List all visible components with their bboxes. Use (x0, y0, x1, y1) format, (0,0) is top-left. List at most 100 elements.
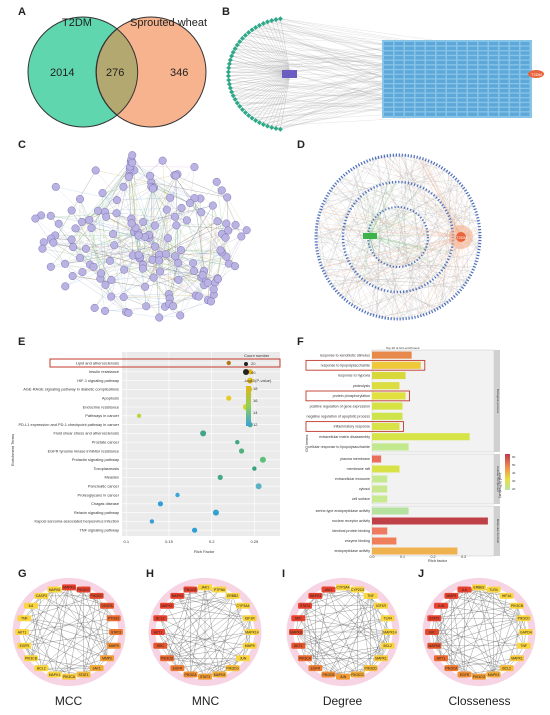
target-node (436, 112, 446, 116)
kegg-point (191, 527, 198, 533)
hub-edge (429, 236, 462, 313)
go-bar (372, 382, 400, 390)
ppi-edge (227, 197, 247, 231)
hub-edge (295, 631, 371, 669)
hub-edge (298, 645, 344, 677)
hub-gene-label: AKT1 (154, 630, 163, 634)
hub-gene-label: AKT1 (437, 657, 446, 661)
venn-overlap (95, 28, 139, 116)
hub-edge (340, 236, 462, 296)
ppi-edge (180, 250, 221, 316)
target-node (468, 89, 477, 93)
ppi-node (69, 243, 78, 252)
target-node (468, 79, 477, 83)
ppi-edge (42, 248, 110, 262)
circular-edge (371, 246, 480, 315)
hub-edge (30, 658, 97, 669)
hub-edge (316, 228, 462, 238)
hub-edge (30, 589, 84, 659)
target-node (384, 74, 393, 79)
target-node (447, 107, 456, 112)
target-node (405, 79, 414, 83)
ppi-node (185, 198, 194, 207)
hub-gene-label: SRC (295, 617, 303, 621)
ppi-node (197, 208, 206, 217)
hub-edge (336, 236, 462, 292)
hub-edge (177, 595, 244, 606)
target-node (468, 60, 477, 65)
hub-edge (451, 595, 465, 675)
ppi-node (134, 250, 143, 259)
ppi-node (217, 186, 226, 195)
target-node (436, 51, 446, 55)
target-node (436, 103, 446, 107)
compound-edge (351, 235, 371, 267)
hub-gene-label: SRC (157, 644, 165, 648)
go-bar (372, 361, 421, 369)
target-node (468, 42, 477, 46)
target-node (520, 89, 530, 93)
hub-edge (166, 631, 253, 659)
ppi-node (97, 269, 106, 278)
ppi-edge (123, 268, 144, 298)
hub-gene-node (444, 665, 459, 672)
hub-edge (160, 645, 220, 675)
kegg-plot-area (122, 352, 280, 536)
hub-gene-node (76, 586, 91, 593)
target-node (426, 79, 435, 83)
hub-gene-node (457, 586, 472, 593)
circular-edge (391, 156, 415, 292)
hub-edge (415, 236, 462, 318)
network-b-spoke (245, 73, 291, 113)
go-group-strip (494, 454, 500, 504)
compound-node (249, 27, 255, 33)
hub-edge (440, 587, 480, 606)
hub-edge (41, 667, 84, 675)
kegg-term-label: AGE-RAGE signaling pathway in diabetic c… (23, 387, 119, 392)
target-node (478, 79, 488, 83)
ppi-edge (114, 245, 179, 264)
ppi-node (128, 151, 137, 160)
hub-edge (440, 167, 462, 238)
target-node (468, 98, 477, 102)
ppi-edge (165, 254, 194, 264)
target-node (520, 46, 530, 51)
hub-edge (432, 236, 462, 312)
circular-edge (333, 185, 424, 254)
hub-edge (219, 618, 250, 675)
hub-gene-node (198, 584, 212, 591)
target-node (384, 56, 393, 60)
ppi-node (231, 220, 240, 229)
target-node (447, 74, 456, 79)
circular-edge (326, 196, 401, 320)
network-b-spoke (271, 20, 291, 75)
target-node (394, 70, 404, 74)
ppi-edge (123, 296, 170, 299)
kegg-point (235, 440, 240, 445)
ppi-node (189, 259, 198, 268)
target-node (384, 42, 393, 46)
hub-edge (434, 595, 452, 646)
ppi-edge (123, 296, 147, 307)
hub-gene-node (109, 629, 123, 635)
hub-gene-label: MAPK8 (49, 588, 61, 592)
circular-edge (376, 157, 397, 292)
kegg-term-label: Relaxin signaling pathway (74, 510, 119, 515)
hub-gene-node (153, 615, 168, 622)
ppi-edge (55, 186, 115, 246)
hub-gene-node (486, 671, 501, 678)
ppi-edge (143, 221, 182, 251)
hub-edge (304, 605, 388, 646)
circular-edge (325, 215, 348, 277)
ppi-edge (200, 212, 203, 276)
hub-edge (316, 227, 462, 238)
ppi-node (89, 262, 98, 271)
hub-gene-node (242, 615, 257, 622)
hub-gene-node (510, 655, 525, 662)
kegg-term-label: EGFR tyrosine kinase inhibitor resistanc… (48, 448, 119, 453)
go-bar (372, 392, 406, 400)
ppi-node (142, 302, 151, 311)
hub-gene-label: MAPK3 (488, 673, 500, 677)
hub-gene-label: HIF1A (502, 594, 512, 598)
inner-node-ring (367, 206, 429, 268)
